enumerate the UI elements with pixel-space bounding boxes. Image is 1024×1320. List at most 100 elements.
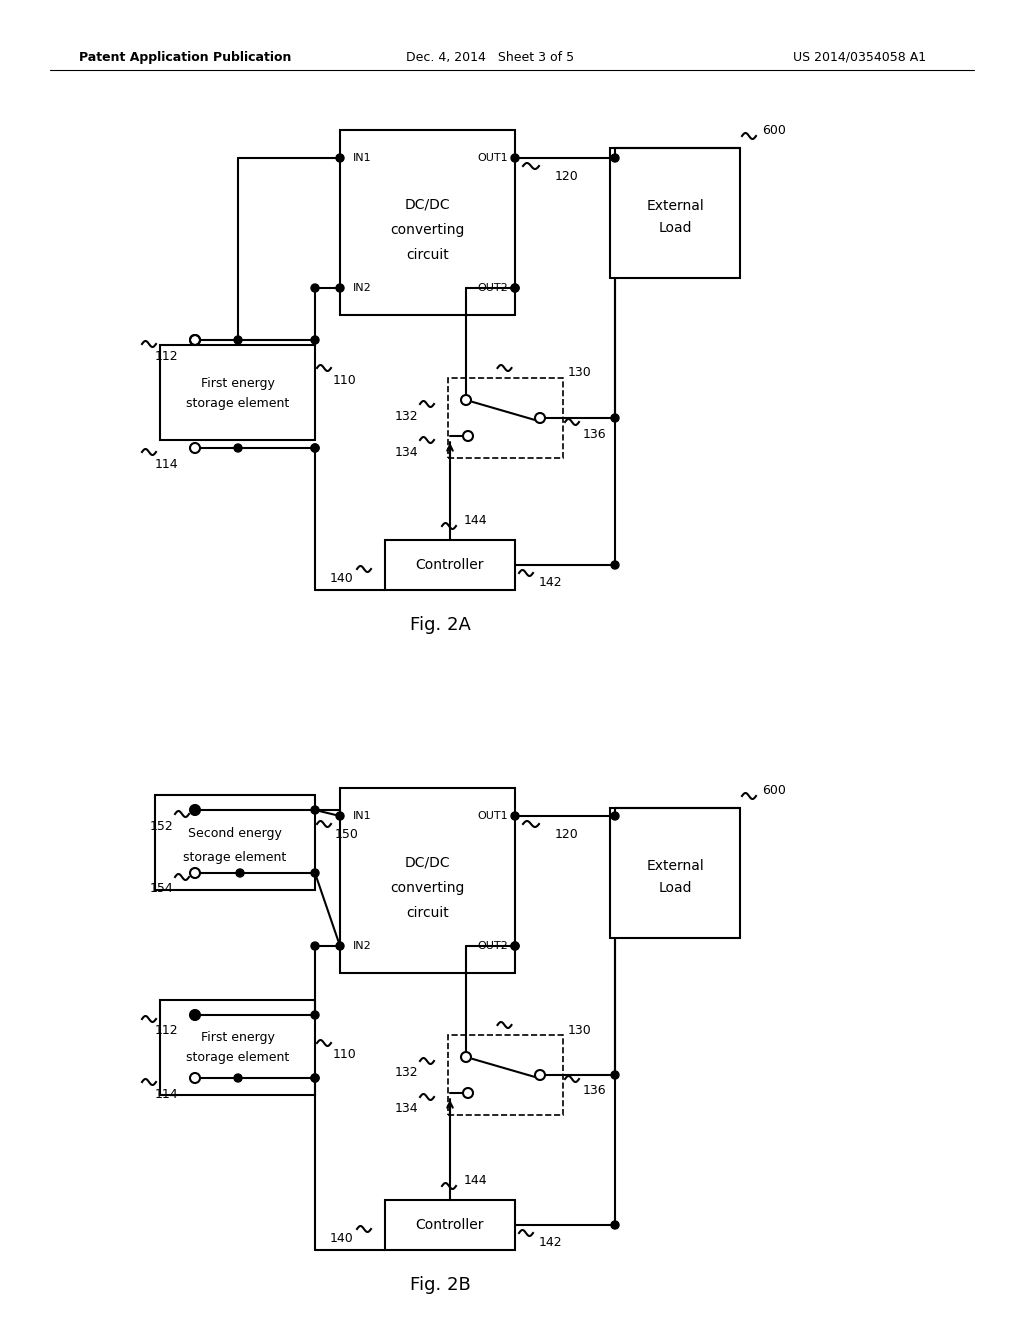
Circle shape [611, 154, 618, 162]
Circle shape [336, 284, 344, 292]
Text: IN2: IN2 [352, 282, 372, 293]
Text: OUT2: OUT2 [477, 941, 508, 950]
Circle shape [311, 1074, 319, 1082]
Text: First energy: First energy [201, 1031, 274, 1044]
Text: 154: 154 [150, 883, 173, 895]
Text: 134: 134 [394, 446, 418, 458]
Circle shape [191, 1011, 199, 1019]
Circle shape [311, 869, 319, 876]
Text: 110: 110 [333, 374, 356, 387]
Circle shape [461, 1052, 471, 1063]
Text: External: External [646, 859, 703, 873]
Text: IN1: IN1 [352, 810, 372, 821]
Text: storage element: storage element [183, 850, 287, 863]
Circle shape [535, 413, 545, 422]
Circle shape [311, 1011, 319, 1019]
Text: Fig. 2B: Fig. 2B [410, 1276, 470, 1294]
Circle shape [190, 1073, 200, 1082]
Text: OUT1: OUT1 [477, 810, 508, 821]
Circle shape [190, 335, 200, 345]
Text: 132: 132 [394, 1067, 418, 1080]
Text: 110: 110 [333, 1048, 356, 1061]
Circle shape [190, 869, 200, 878]
Circle shape [511, 942, 519, 950]
Circle shape [511, 812, 519, 820]
Text: converting: converting [390, 880, 465, 895]
Text: Patent Application Publication: Patent Application Publication [79, 50, 291, 63]
Circle shape [336, 812, 344, 820]
Bar [155, 795, 315, 890]
Text: 112: 112 [155, 1024, 178, 1038]
Circle shape [511, 154, 519, 162]
Circle shape [611, 561, 618, 569]
Circle shape [190, 1010, 200, 1020]
Text: circuit: circuit [407, 248, 449, 261]
Text: 120: 120 [555, 828, 579, 841]
Text: storage element: storage element [186, 1052, 289, 1064]
Text: 140: 140 [330, 1233, 353, 1246]
Text: 142: 142 [539, 577, 562, 590]
Circle shape [311, 284, 319, 292]
Circle shape [311, 337, 319, 345]
Text: Second energy: Second energy [188, 826, 282, 840]
Text: Load: Load [658, 880, 692, 895]
Circle shape [611, 1071, 618, 1078]
Text: US 2014/0354058 A1: US 2014/0354058 A1 [794, 50, 927, 63]
Circle shape [511, 942, 519, 950]
Circle shape [311, 1074, 319, 1082]
Text: 150: 150 [335, 828, 358, 841]
Bar [160, 345, 315, 440]
Text: 600: 600 [762, 124, 785, 136]
Circle shape [611, 812, 618, 820]
Text: storage element: storage element [186, 396, 289, 409]
Circle shape [511, 284, 519, 292]
Bar [610, 808, 740, 939]
Circle shape [463, 1088, 473, 1098]
Text: Fig. 2A: Fig. 2A [410, 616, 470, 634]
Circle shape [311, 444, 319, 451]
Text: External: External [646, 199, 703, 213]
Text: 136: 136 [583, 1085, 606, 1097]
Circle shape [611, 1221, 618, 1229]
Circle shape [611, 414, 618, 422]
Text: Controller: Controller [416, 558, 484, 572]
Circle shape [511, 284, 519, 292]
Circle shape [463, 432, 473, 441]
Text: 142: 142 [539, 1237, 562, 1250]
Text: 134: 134 [394, 1102, 418, 1115]
Bar [340, 129, 515, 315]
Text: 140: 140 [330, 573, 353, 586]
Circle shape [336, 942, 344, 950]
Text: DC/DC: DC/DC [404, 198, 451, 213]
Circle shape [191, 807, 199, 814]
Text: circuit: circuit [407, 906, 449, 920]
Text: Dec. 4, 2014   Sheet 3 of 5: Dec. 4, 2014 Sheet 3 of 5 [406, 50, 574, 63]
Text: converting: converting [390, 223, 465, 238]
Text: IN2: IN2 [352, 941, 372, 950]
Text: First energy: First energy [201, 376, 274, 389]
Bar [340, 788, 515, 973]
Circle shape [191, 337, 199, 345]
Text: 144: 144 [464, 1173, 487, 1187]
Text: Controller: Controller [416, 1218, 484, 1232]
Text: 112: 112 [155, 350, 178, 363]
Circle shape [311, 444, 319, 451]
Bar [160, 1001, 315, 1096]
Text: 130: 130 [568, 1023, 592, 1036]
Text: 114: 114 [155, 458, 178, 470]
Circle shape [190, 805, 200, 814]
Circle shape [236, 869, 244, 876]
Circle shape [190, 335, 200, 345]
Text: 144: 144 [464, 513, 487, 527]
Text: 120: 120 [555, 169, 579, 182]
Text: 114: 114 [155, 1088, 178, 1101]
Text: 152: 152 [150, 820, 173, 833]
Text: OUT1: OUT1 [477, 153, 508, 162]
Text: 130: 130 [568, 367, 592, 380]
Text: 600: 600 [762, 784, 785, 796]
Text: Load: Load [658, 220, 692, 235]
Bar [385, 540, 515, 590]
Circle shape [535, 1071, 545, 1080]
Text: DC/DC: DC/DC [404, 855, 451, 870]
Circle shape [190, 444, 200, 453]
